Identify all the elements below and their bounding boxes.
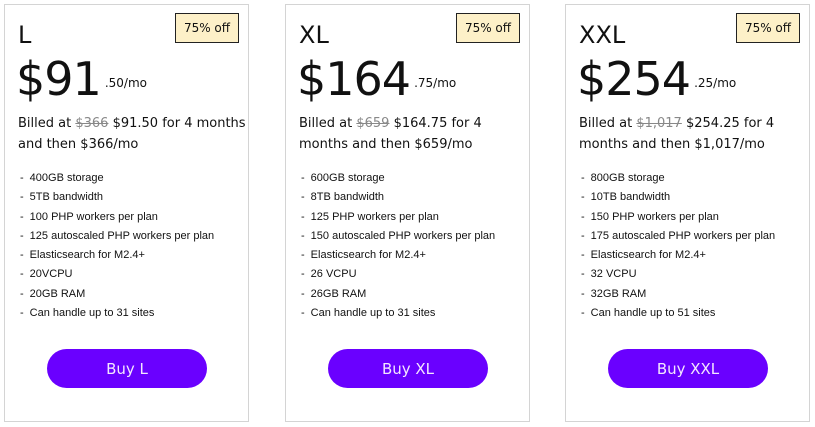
feature-item: 150 PHP workers per plan bbox=[581, 208, 775, 227]
plan-name: L bbox=[18, 21, 32, 49]
feature-item: 26GB RAM bbox=[301, 285, 495, 304]
feature-item: 8TB bandwidth bbox=[301, 188, 495, 207]
discount-badge: 75% off bbox=[736, 13, 800, 43]
original-price: $366 bbox=[75, 116, 109, 131]
feature-list: 600GB storage8TB bandwidth125 PHP worker… bbox=[301, 169, 495, 323]
feature-item: 150 autoscaled PHP workers per plan bbox=[301, 227, 495, 246]
original-price: $1,017 bbox=[636, 116, 682, 131]
feature-item: 400GB storage bbox=[20, 169, 214, 188]
discount-badge: 75% off bbox=[175, 13, 239, 43]
billed-prefix: Billed at bbox=[18, 116, 72, 131]
buy-button[interactable]: Buy L bbox=[47, 349, 207, 388]
feature-list: 800GB storage10TB bandwidth150 PHP worke… bbox=[581, 169, 775, 323]
feature-item: 20VCPU bbox=[20, 265, 214, 284]
price: $91.50/mo bbox=[16, 51, 147, 107]
price-whole: $254 bbox=[577, 52, 691, 106]
price-cents: .25/mo bbox=[694, 76, 737, 90]
feature-item: 125 autoscaled PHP workers per plan bbox=[20, 227, 214, 246]
billing-info: Billed at $659 $164.75 for 4 months and … bbox=[299, 113, 529, 155]
price-cents: .75/mo bbox=[414, 76, 457, 90]
feature-item: Elasticsearch for M2.4+ bbox=[20, 246, 214, 265]
price: $164.75/mo bbox=[297, 51, 456, 107]
price-cents: .50/mo bbox=[104, 76, 147, 90]
feature-item: 10TB bandwidth bbox=[581, 188, 775, 207]
plan-card-l: L 75% off $91.50/mo Billed at $366 $91.5… bbox=[4, 4, 249, 422]
feature-item: Can handle up to 31 sites bbox=[20, 304, 214, 323]
feature-item: Elasticsearch for M2.4+ bbox=[301, 246, 495, 265]
price-whole: $164 bbox=[297, 52, 411, 106]
feature-item: 32 VCPU bbox=[581, 265, 775, 284]
feature-item: 26 VCPU bbox=[301, 265, 495, 284]
buy-button[interactable]: Buy XL bbox=[328, 349, 488, 388]
feature-item: Can handle up to 31 sites bbox=[301, 304, 495, 323]
billed-prefix: Billed at bbox=[299, 116, 353, 131]
feature-item: 175 autoscaled PHP workers per plan bbox=[581, 227, 775, 246]
feature-item: 32GB RAM bbox=[581, 285, 775, 304]
billed-details: $254.25 for 4 months and then $1,017/mo bbox=[579, 116, 775, 152]
feature-item: 100 PHP workers per plan bbox=[20, 208, 214, 227]
price: $254.25/mo bbox=[577, 51, 736, 107]
feature-item: 125 PHP workers per plan bbox=[301, 208, 495, 227]
billing-info: Billed at $1,017 $254.25 for 4 months an… bbox=[579, 113, 809, 155]
buy-button[interactable]: Buy XXL bbox=[608, 349, 768, 388]
price-whole: $91 bbox=[16, 52, 102, 106]
discount-badge: 75% off bbox=[456, 13, 520, 43]
feature-item: 600GB storage bbox=[301, 169, 495, 188]
billing-info: Billed at $366 $91.50 for 4 months and t… bbox=[18, 113, 248, 155]
billed-prefix: Billed at bbox=[579, 116, 633, 131]
plan-name: XL bbox=[299, 21, 329, 49]
original-price: $659 bbox=[356, 116, 390, 131]
feature-item: Elasticsearch for M2.4+ bbox=[581, 246, 775, 265]
plan-card-xl: XL 75% off $164.75/mo Billed at $659 $16… bbox=[285, 4, 530, 422]
feature-item: 800GB storage bbox=[581, 169, 775, 188]
feature-item: 20GB RAM bbox=[20, 285, 214, 304]
feature-item: Can handle up to 51 sites bbox=[581, 304, 775, 323]
plan-card-xxl: XXL 75% off $254.25/mo Billed at $1,017 … bbox=[565, 4, 810, 422]
plan-name: XXL bbox=[579, 21, 626, 49]
feature-item: 5TB bandwidth bbox=[20, 188, 214, 207]
billed-details: $164.75 for 4 months and then $659/mo bbox=[299, 116, 482, 152]
feature-list: 400GB storage5TB bandwidth100 PHP worker… bbox=[20, 169, 214, 323]
billed-details: $91.50 for 4 months and then $366/mo bbox=[18, 116, 246, 152]
